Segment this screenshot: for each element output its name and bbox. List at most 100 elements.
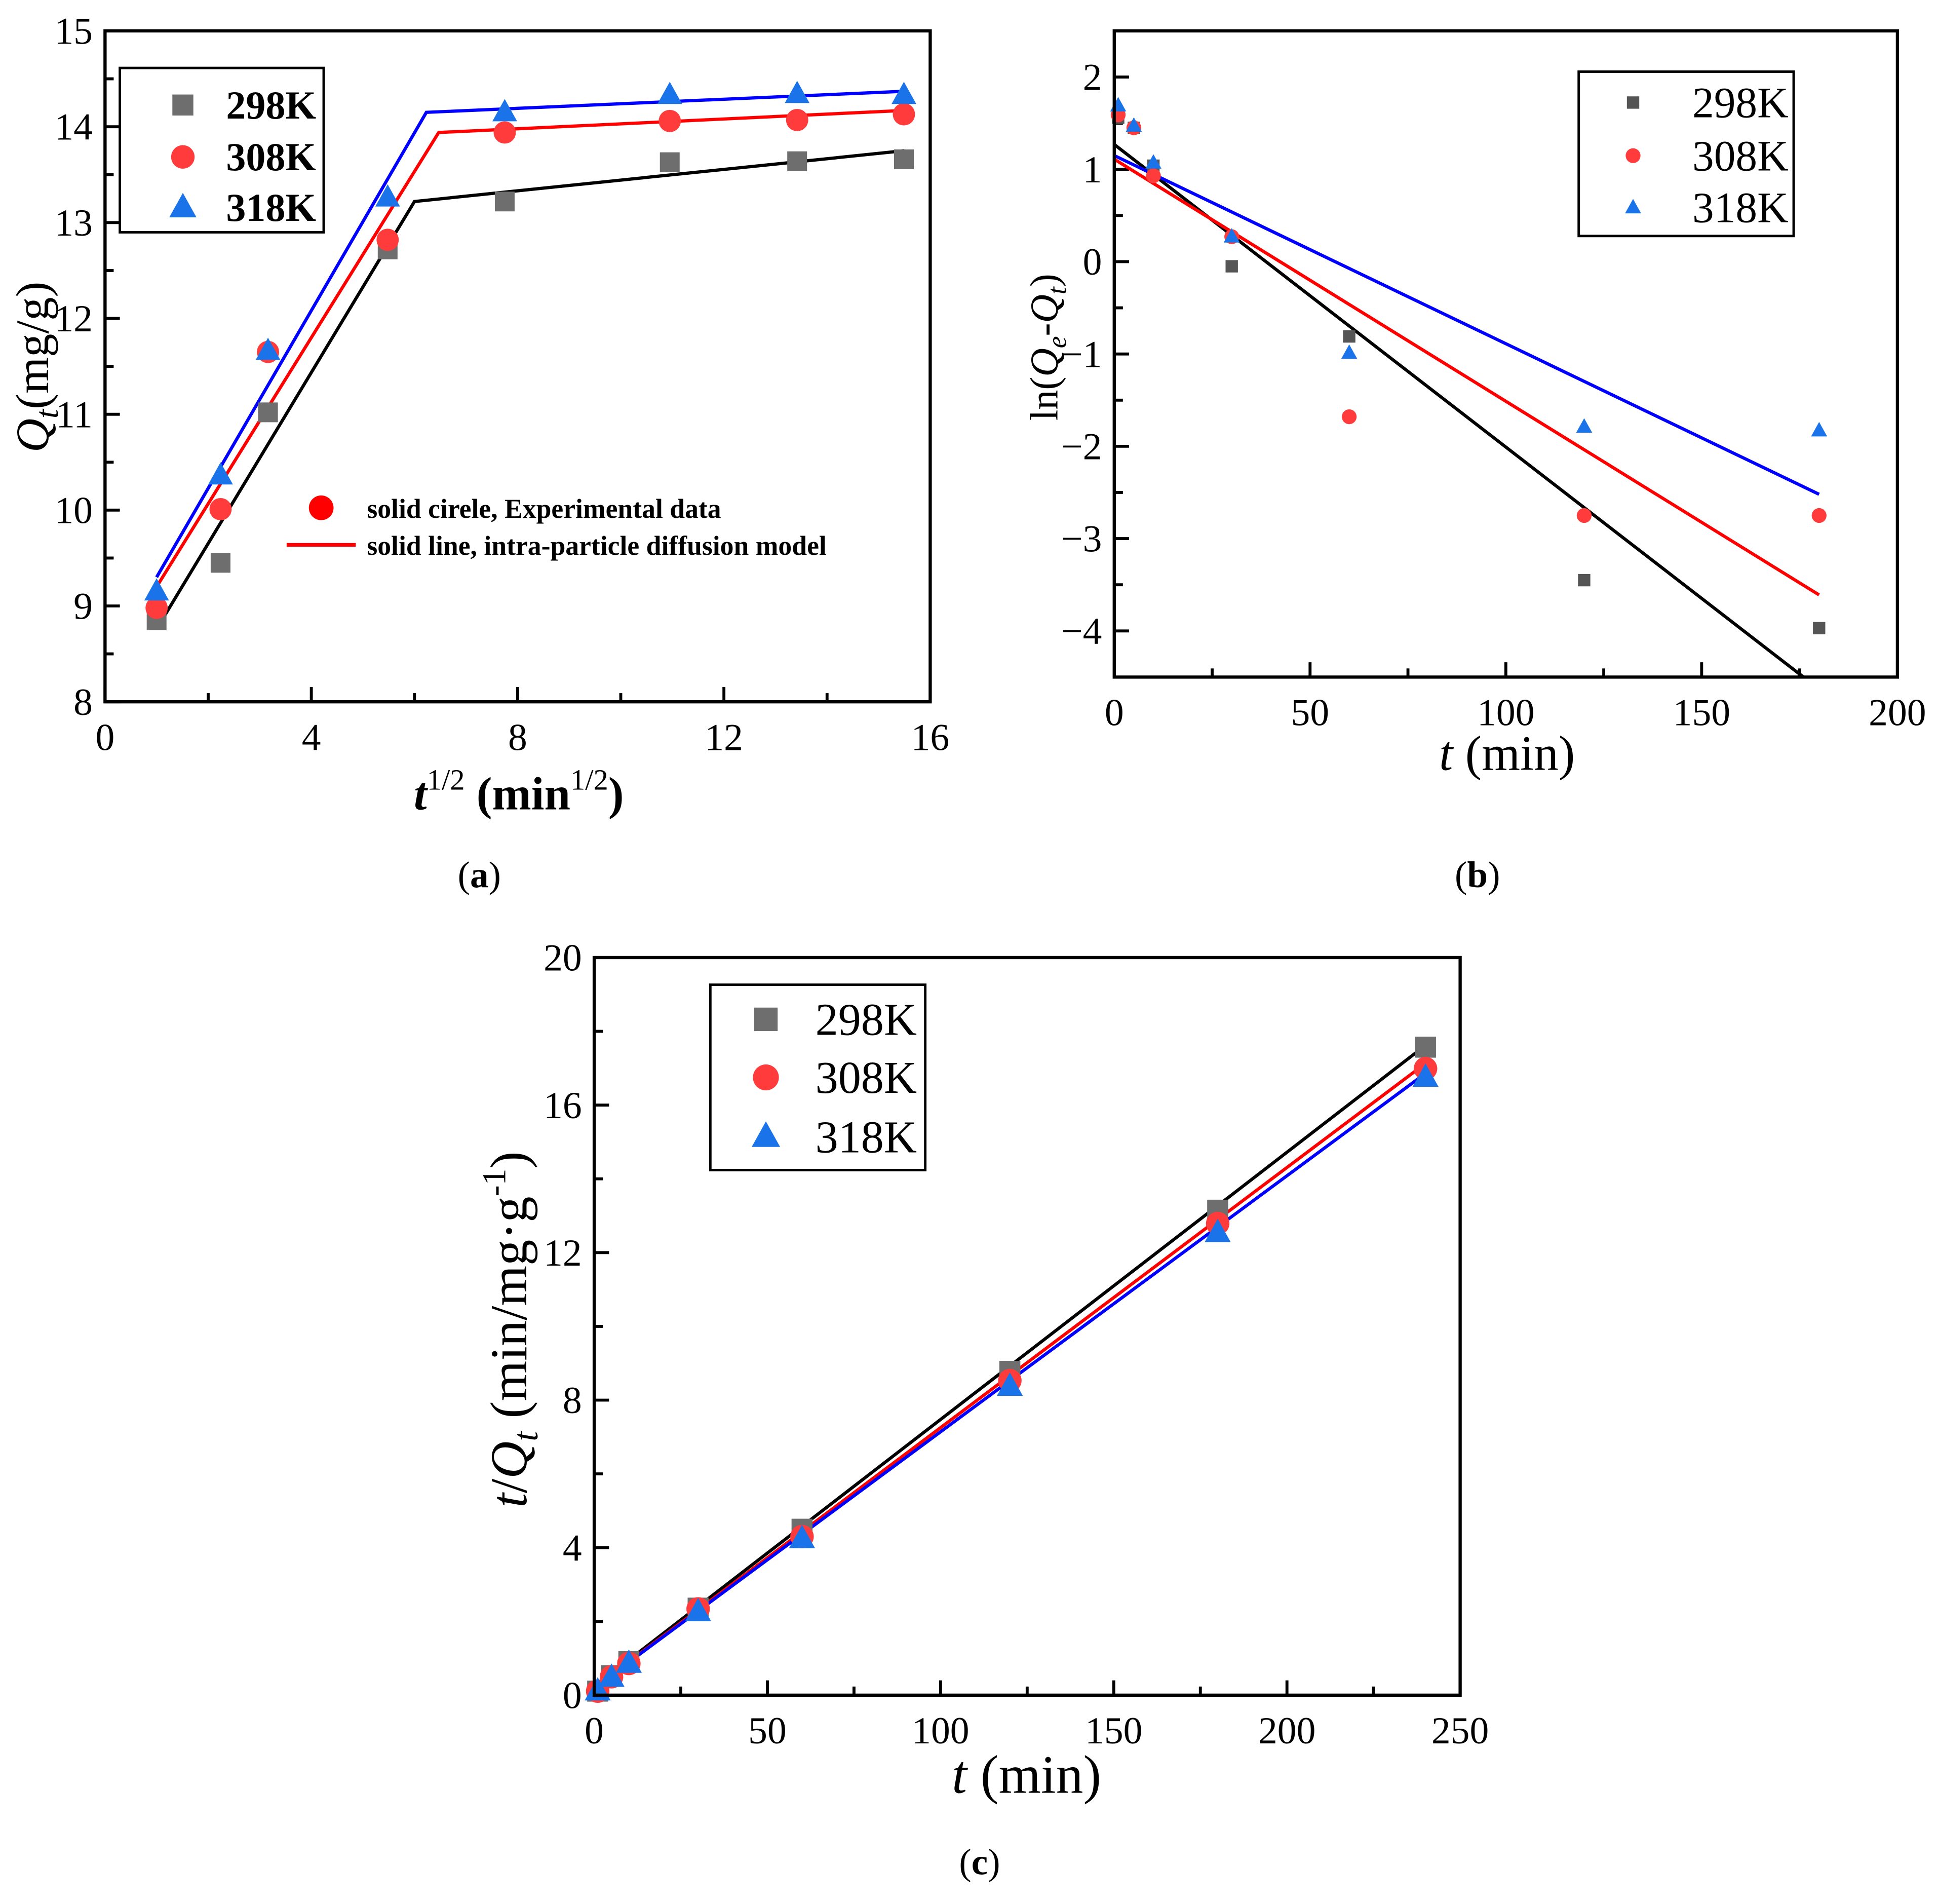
legend-label: 298K xyxy=(1692,79,1789,127)
y-axis-label-function: ln( xyxy=(1022,377,1066,421)
panel-caption: (b) xyxy=(1455,854,1500,895)
x-axis-label: t1/2 (min1/2) xyxy=(414,763,624,820)
data-point-318K xyxy=(997,1372,1023,1396)
data-point-318K xyxy=(685,1597,711,1621)
y-tick-label: 13 xyxy=(54,202,93,244)
caption-close: ) xyxy=(988,1841,1000,1882)
legend-box xyxy=(119,66,325,234)
data-point-308K xyxy=(376,229,399,251)
legend-item-308K: 308K xyxy=(753,1052,917,1103)
y-tick-label: 12 xyxy=(544,1232,582,1274)
legend-label: 318K xyxy=(226,185,316,230)
y-axis-label-subscript: t xyxy=(506,1430,546,1441)
data-point-318K xyxy=(892,82,916,104)
data-point-318K xyxy=(1145,154,1161,169)
legend-label: 308K xyxy=(226,135,316,179)
caption-open: ( xyxy=(1455,854,1467,895)
data-point-308K xyxy=(493,121,516,144)
plot-frame xyxy=(103,29,932,704)
legend-item-308K: 308K xyxy=(1625,132,1789,180)
x-tick-label: 50 xyxy=(1291,692,1330,734)
x-tick-label: 150 xyxy=(1673,692,1730,734)
data-point-298K xyxy=(1343,330,1355,343)
legend-label: 298K xyxy=(226,83,316,127)
panel-caption: (c) xyxy=(959,1841,1000,1882)
y-axis-label-symbol: Q xyxy=(7,418,59,452)
y-tick-label: 16 xyxy=(544,1085,582,1127)
x-axis-label-superscript: 1/2 xyxy=(570,763,608,796)
y-tick-label: −1 xyxy=(1061,333,1102,375)
series-318K xyxy=(585,1063,1439,1701)
data-point-308K xyxy=(893,103,915,126)
x-tick-label: 100 xyxy=(912,1710,969,1752)
data-point-318K xyxy=(785,81,810,103)
fit-line-298K xyxy=(155,149,905,630)
data-point-308K xyxy=(1576,508,1592,523)
data-point-318K xyxy=(1205,1218,1231,1242)
x-tick-label: 0 xyxy=(95,716,114,758)
y-tick-label: 9 xyxy=(73,586,93,628)
y-tick-label: 0 xyxy=(563,1674,582,1717)
caption-letter: b xyxy=(1467,854,1488,895)
y-tick-label: 8 xyxy=(73,681,93,723)
x-axis-label-unit: (min xyxy=(465,768,570,820)
legend-marker-298K xyxy=(754,1007,778,1032)
x-axis-label-unit: (min) xyxy=(1453,726,1575,781)
fit-line-318K xyxy=(1113,154,1820,496)
series-308K xyxy=(145,103,915,619)
y-axis-label-close: ) xyxy=(1022,274,1066,287)
caption-close: ) xyxy=(489,854,501,895)
x-tick-label: 250 xyxy=(1431,1710,1489,1752)
data-point-308K xyxy=(145,596,168,619)
y-tick-label: 11 xyxy=(56,394,93,436)
y-tick-label: 1 xyxy=(1083,149,1102,191)
panel-b-pseudo-first-order: ln(Qe-Qt) t (min) (b) 0 50 100 150 200−4−3−2… xyxy=(1022,29,1926,895)
legend-item-318K: 318K xyxy=(752,1112,917,1162)
y-axis-label-subscript: t xyxy=(1042,286,1072,294)
caption-letter: a xyxy=(470,854,489,895)
legend-item-298K: 298K xyxy=(1626,79,1789,127)
caption-open: ( xyxy=(959,1841,971,1882)
series-298K xyxy=(146,149,914,630)
legend-item-308K: 308K xyxy=(171,135,316,179)
caption-letter: c xyxy=(972,1841,988,1882)
data-point-318K xyxy=(598,1663,625,1687)
legend-item-298K: 298K xyxy=(172,83,316,127)
y-axis-label-symbol: Q xyxy=(481,1441,538,1479)
y-tick-label: −4 xyxy=(1061,611,1102,653)
x-axis-label-superscript: 1/2 xyxy=(427,763,465,796)
x-tick-label: 200 xyxy=(1258,1710,1315,1752)
model-annotation: solid cirele, Experimental data solid lin… xyxy=(286,493,827,561)
legend-marker-318K xyxy=(1625,199,1641,214)
legend-marker-298K xyxy=(1626,96,1640,109)
panel-a-intra-particle-diffusion: Qt(mg/g) t1/2 (min1/2) (a) 0 4 8 12 16891011… xyxy=(7,11,949,895)
data-point-298K xyxy=(660,152,680,172)
y-tick-label: −3 xyxy=(1061,518,1102,560)
y-axis-label-symbol: Q xyxy=(1022,348,1066,376)
data-point-308K xyxy=(1811,508,1827,523)
y-axis-label-subscript: t xyxy=(29,408,66,418)
y-tick-label: 4 xyxy=(563,1527,582,1569)
y-axis-label-operator: - xyxy=(1022,323,1066,336)
data-point-308K xyxy=(209,498,232,520)
y-axis-label-superscript: -1 xyxy=(476,1169,513,1197)
y-axis-label: Qt(mg/g) xyxy=(7,282,66,452)
x-tick-label: 8 xyxy=(508,716,527,758)
annotation-marker xyxy=(308,495,334,520)
legend-label: 308K xyxy=(1692,132,1789,180)
y-tick-label: 0 xyxy=(1083,241,1102,283)
y-tick-label: −2 xyxy=(1061,426,1102,468)
legend-box xyxy=(1577,70,1795,238)
x-tick-label: 16 xyxy=(911,716,950,758)
x-axis-label: t (min) xyxy=(952,1745,1101,1805)
data-point-318K xyxy=(1576,418,1593,433)
data-point-318K xyxy=(615,1649,642,1673)
data-point-298K xyxy=(1225,260,1238,273)
caption-open: ( xyxy=(458,854,470,895)
data-point-318K xyxy=(1412,1063,1439,1087)
data-point-308K xyxy=(786,108,808,131)
legend-marker-298K xyxy=(172,94,193,116)
